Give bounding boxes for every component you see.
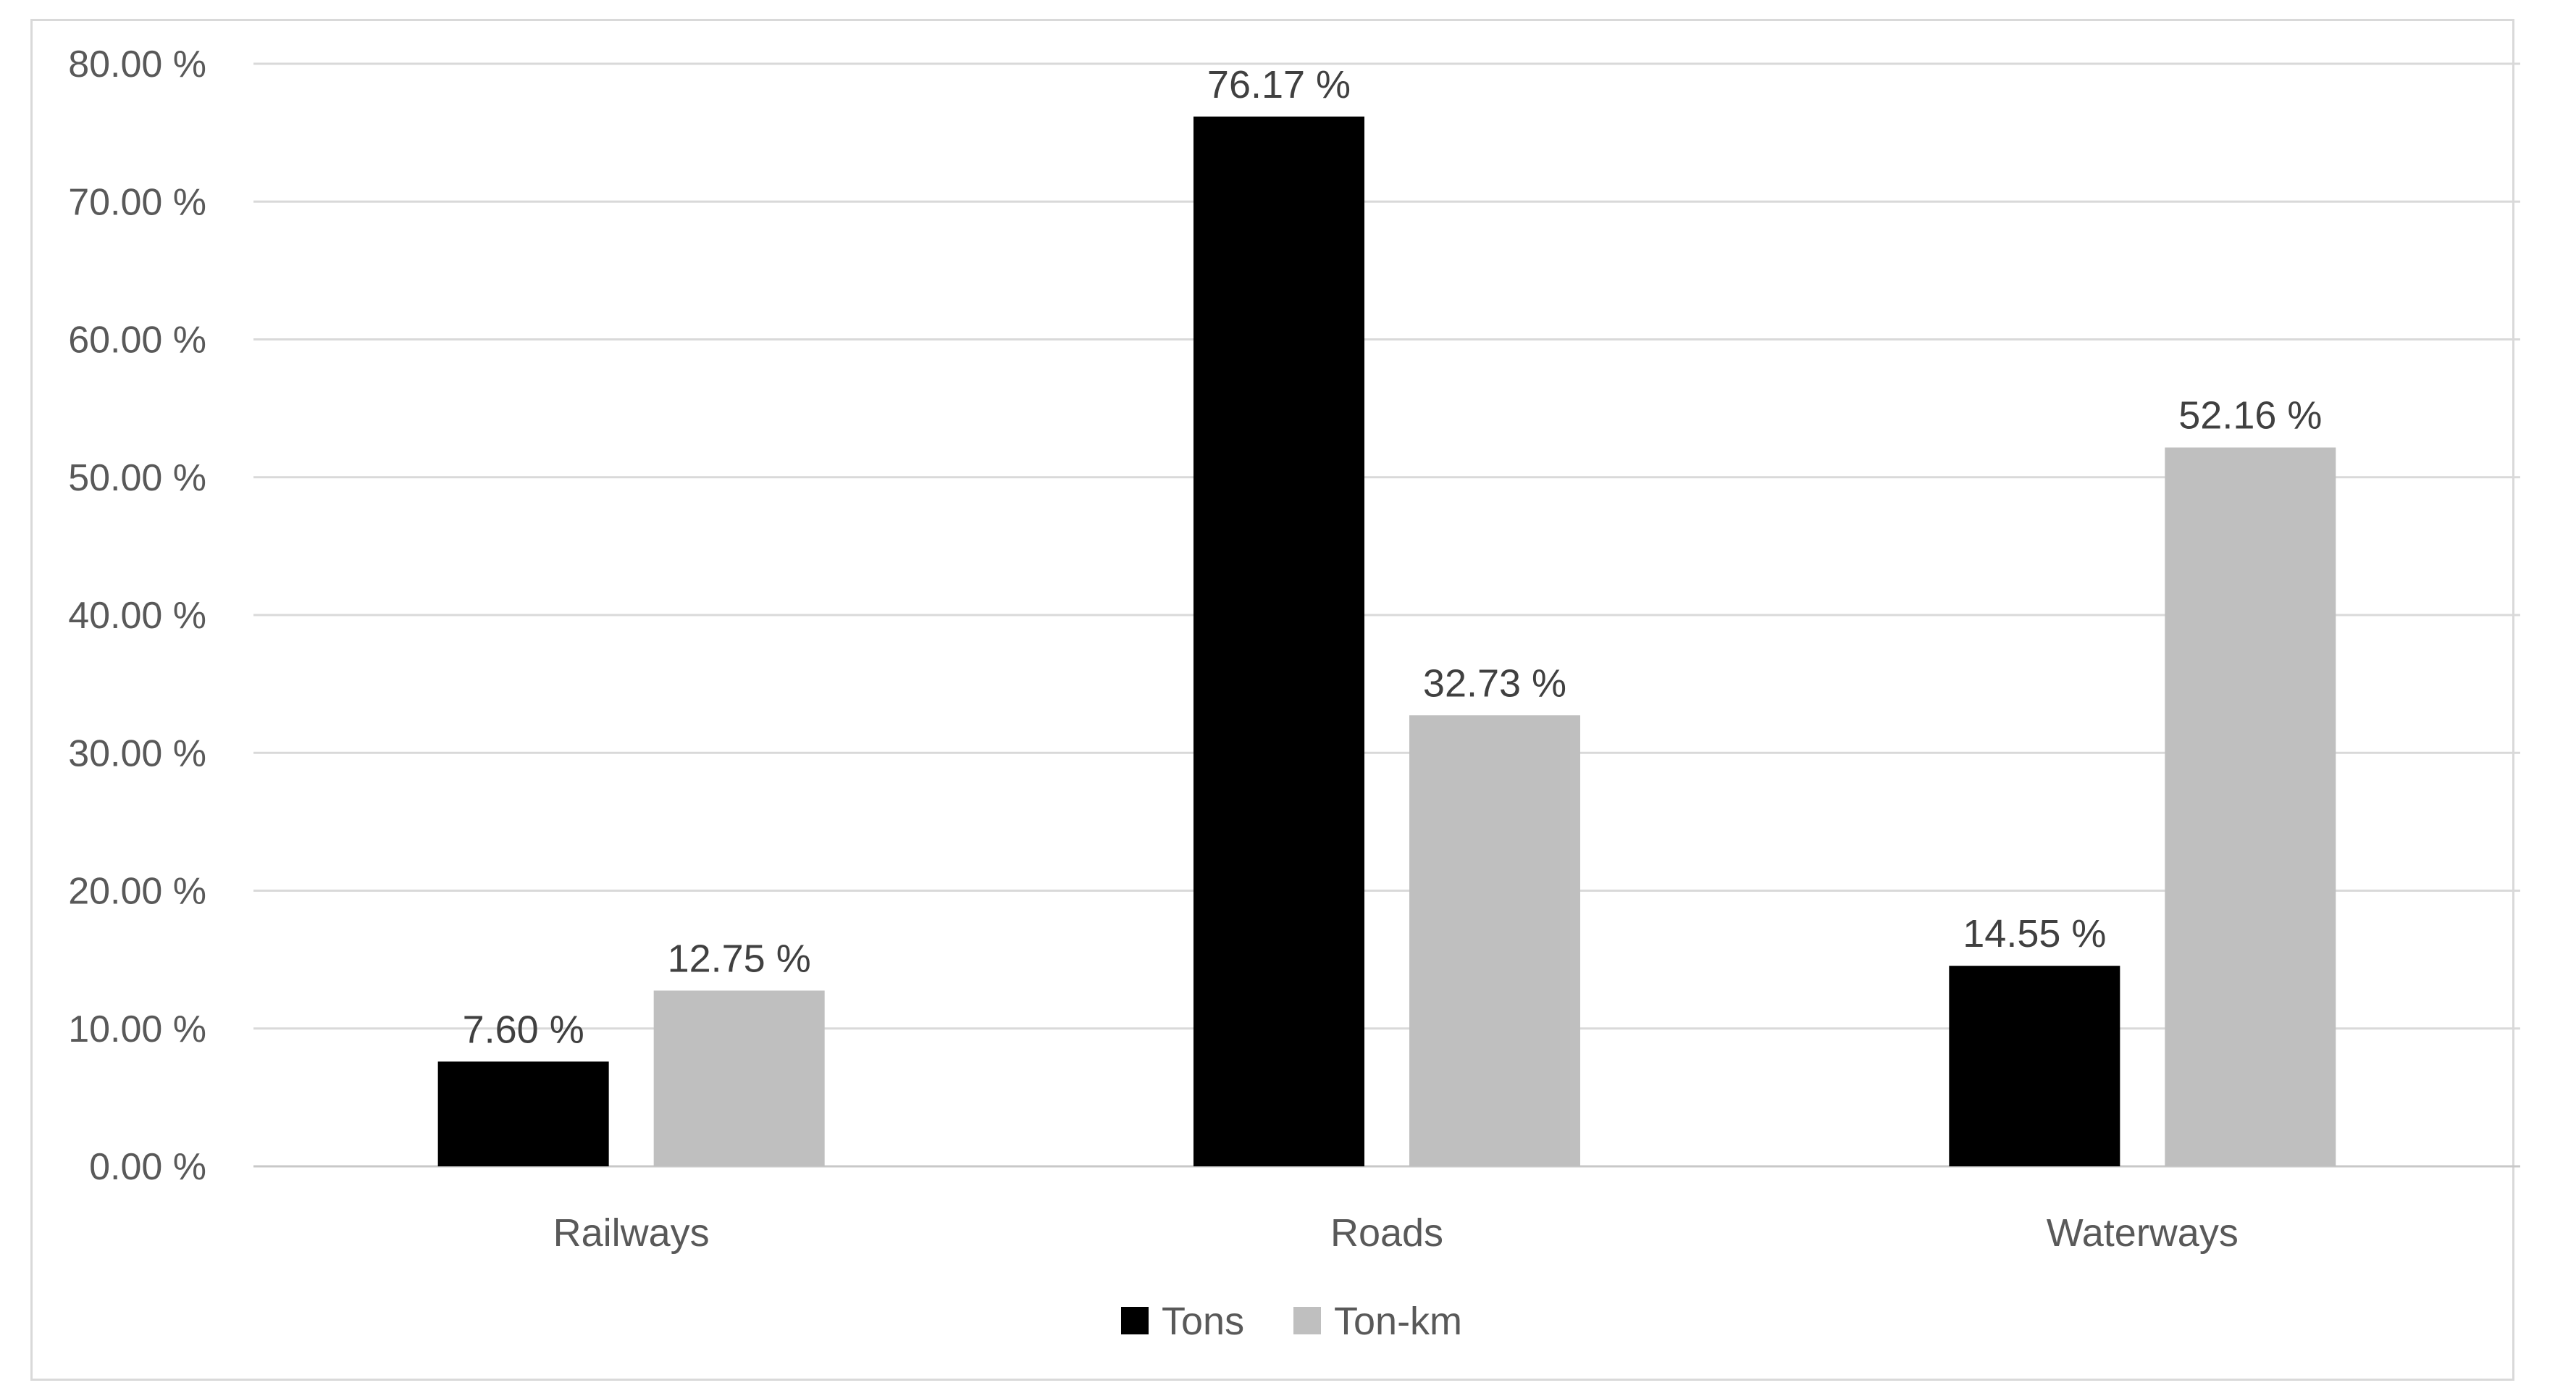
- data-labels: 7.60 % 12.75 % 76.17 % 32.73 % 14.55 % 52.16 …: [463, 63, 2323, 1052]
- x-category-label: Waterways: [2047, 1211, 2239, 1255]
- gridlines: [253, 62, 2520, 1168]
- bar-ton-km-roads: [1409, 715, 1580, 1166]
- bar-ton-km-railways: [653, 990, 825, 1166]
- bar-ton-km-waterways: [2165, 447, 2336, 1166]
- y-tick-label: 0.00 %: [89, 1146, 206, 1188]
- y-tick-label: 10.00 %: [68, 1008, 206, 1050]
- x-axis-category-labels: Railways Roads Waterways: [553, 1211, 2239, 1255]
- y-tick-label: 50.00 %: [68, 457, 206, 499]
- data-label: 12.75 %: [668, 937, 811, 980]
- bar-tons-railways: [437, 1061, 609, 1166]
- data-label: 52.16 %: [2178, 394, 2322, 438]
- legend-swatch: [1293, 1307, 1321, 1334]
- bars: [437, 116, 2336, 1167]
- data-label: 32.73 %: [1423, 661, 1566, 705]
- legend-label: Tons: [1162, 1300, 1244, 1343]
- bar-tons-roads: [1193, 116, 1364, 1167]
- y-tick-label: 30.00 %: [68, 732, 206, 774]
- y-tick-label: 70.00 %: [68, 181, 206, 223]
- bar-tons-waterways: [1949, 966, 2120, 1166]
- y-axis-tick-labels: 0.00 % 10.00 % 20.00 % 30.00 % 40.00 % 50.00 …: [68, 43, 206, 1188]
- x-category-label: Roads: [1330, 1211, 1443, 1255]
- y-tick-label: 80.00 %: [68, 43, 206, 85]
- y-tick-label: 40.00 %: [68, 595, 206, 637]
- data-label: 7.60 %: [463, 1008, 584, 1051]
- data-label: 14.55 %: [1963, 912, 2106, 956]
- legend: Tons Ton-km: [1121, 1300, 1462, 1343]
- data-label: 76.17 %: [1207, 63, 1351, 106]
- y-tick-label: 60.00 %: [68, 319, 206, 361]
- x-category-label: Railways: [553, 1211, 710, 1255]
- legend-label: Ton-km: [1334, 1300, 1462, 1343]
- legend-swatch: [1121, 1307, 1149, 1334]
- y-tick-label: 20.00 %: [68, 871, 206, 913]
